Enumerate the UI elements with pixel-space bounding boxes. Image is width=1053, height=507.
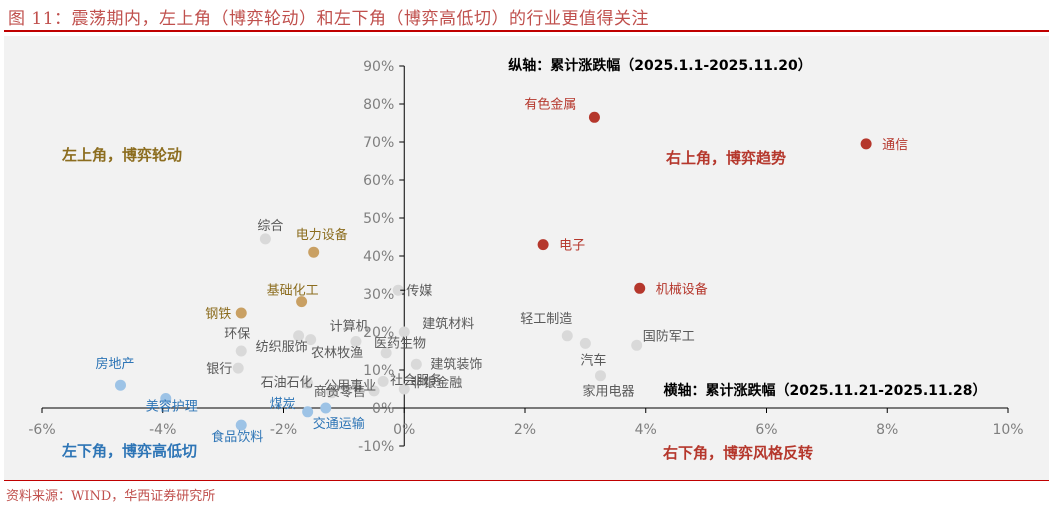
point-marker — [320, 402, 332, 414]
y-tick-label: 40% — [363, 249, 394, 265]
data-points — [114, 111, 872, 431]
y-tick-label: 0% — [372, 401, 394, 417]
point-label: 房地产 — [95, 356, 134, 372]
point-marker — [308, 246, 320, 258]
point-marker — [398, 383, 410, 395]
y-tick-label: 60% — [363, 173, 394, 189]
point-label: 银行 — [206, 362, 232, 377]
point-label: 通信 — [882, 138, 908, 153]
y-tick-label: 10% — [363, 363, 394, 379]
point-marker — [392, 284, 404, 296]
point-label: 公用事业 — [324, 379, 376, 394]
point-label: 环保 — [224, 327, 250, 342]
point-marker — [631, 339, 643, 351]
point-marker — [305, 334, 317, 346]
point-label: 基础化工 — [267, 284, 319, 299]
point-marker — [594, 370, 606, 382]
point-label: 社会服务 — [390, 372, 442, 388]
quadrant-label-top-left: 左上角，博弈轮动 — [61, 146, 182, 164]
point-label: 建筑材料 — [422, 316, 474, 332]
axes — [41, 65, 1009, 447]
x-tick-label: 4% — [635, 422, 657, 438]
point-label: 综合 — [257, 219, 283, 234]
point-label: 食品饮料 — [211, 429, 263, 445]
point-marker — [235, 345, 247, 357]
point-marker — [235, 307, 247, 319]
point-marker — [302, 406, 314, 418]
y-tick-label: 50% — [363, 211, 394, 227]
x-tick-label: 6% — [755, 422, 777, 438]
point-label: 钢铁 — [205, 307, 231, 322]
point-marker — [380, 347, 392, 359]
quadrant-label-top-right: 右上角，博弈趋势 — [666, 149, 786, 167]
source-rule — [4, 480, 1049, 481]
point-marker — [235, 419, 247, 431]
point-label: 家用电器 — [582, 384, 634, 400]
point-marker — [398, 326, 410, 338]
point-label: 纺织服饰 — [256, 340, 308, 355]
point-marker — [296, 296, 308, 308]
x-axis-description: 横轴：累计涨跌幅（2025.11.21-2025.11.28） — [664, 382, 987, 399]
point-marker — [368, 385, 380, 397]
y-tick-label: 90% — [363, 59, 394, 75]
tick-labels: -6% -4% -2% 0% 2% 4% 6% 8% 10%-10%0%10%20%30%40%… — [28, 59, 1023, 455]
x-tick-label: -4% — [149, 422, 176, 438]
quadrant-label-bottom-left: 左下角，博弈高低切 — [61, 442, 197, 460]
point-label: 计算机 — [330, 320, 369, 335]
point-label: 交通运输 — [313, 416, 365, 432]
x-tick-label: 0% — [393, 422, 415, 438]
point-marker — [588, 111, 600, 123]
point-label: 机械设备 — [656, 281, 708, 297]
annotations: 纵轴：累计涨跌幅（2025.1.1-2025.11.20） 横轴：累计涨跌幅（20… — [61, 57, 986, 462]
x-tick-label: -6% — [28, 422, 55, 438]
point-marker — [160, 393, 172, 404]
point-label: 非银金融 — [410, 375, 462, 391]
point-label: 医药生物 — [374, 337, 426, 352]
point-marker — [561, 330, 573, 342]
y-tick-label: 80% — [363, 97, 394, 113]
point-marker — [350, 336, 362, 347]
point-label: 传媒 — [406, 284, 432, 299]
point-label: 轻工制造 — [520, 312, 572, 327]
y-tick-label: 20% — [363, 325, 394, 341]
point-label: 建筑装饰 — [430, 356, 482, 372]
point-marker — [537, 239, 549, 251]
chart-panel — [4, 36, 1049, 480]
quadrant-label-bottom-right: 右下角，博弈风格反转 — [663, 444, 813, 462]
point-marker — [326, 387, 338, 399]
y-tick-label: -10% — [358, 439, 394, 455]
point-marker — [259, 233, 271, 245]
point-label: 有色金属 — [524, 96, 576, 112]
y-tick-label: 70% — [363, 135, 394, 151]
point-marker — [410, 358, 422, 370]
y-axis-description: 纵轴：累计涨跌幅（2025.1.1-2025.11.20） — [508, 57, 811, 74]
source-note: 资料来源：WIND，华西证券研究所 — [6, 489, 216, 504]
point-label: 煤炭 — [270, 397, 296, 412]
point-marker — [579, 337, 591, 349]
y-tick-label: 30% — [363, 287, 394, 303]
point-label: 国防军工 — [643, 328, 695, 344]
point-label: 汽车 — [580, 352, 606, 368]
point-marker — [377, 375, 389, 387]
title-rule — [4, 30, 1049, 32]
point-label: 石油石化 — [261, 375, 313, 390]
x-tick-label: -2% — [270, 422, 297, 438]
point-marker — [634, 282, 646, 294]
x-tick-label: 10% — [992, 422, 1023, 438]
point-label: 农林牧渔 — [311, 346, 363, 361]
point-label: 美容护理 — [146, 399, 198, 415]
point-label: 电力设备 — [296, 227, 348, 243]
point-marker — [302, 377, 314, 389]
point-marker — [232, 362, 244, 374]
point-marker — [114, 379, 126, 391]
point-label: 电子 — [559, 239, 585, 254]
point-label: 商贸零售 — [314, 384, 366, 400]
point-marker — [293, 330, 305, 342]
figure-title: 图 11：震荡期内，左上角（博弈轮动）和左下角（博弈高低切）的行业更值得关注 — [8, 9, 650, 29]
x-tick-label: 8% — [876, 422, 898, 438]
x-tick-label: 2% — [514, 422, 536, 438]
point-marker — [860, 138, 872, 150]
